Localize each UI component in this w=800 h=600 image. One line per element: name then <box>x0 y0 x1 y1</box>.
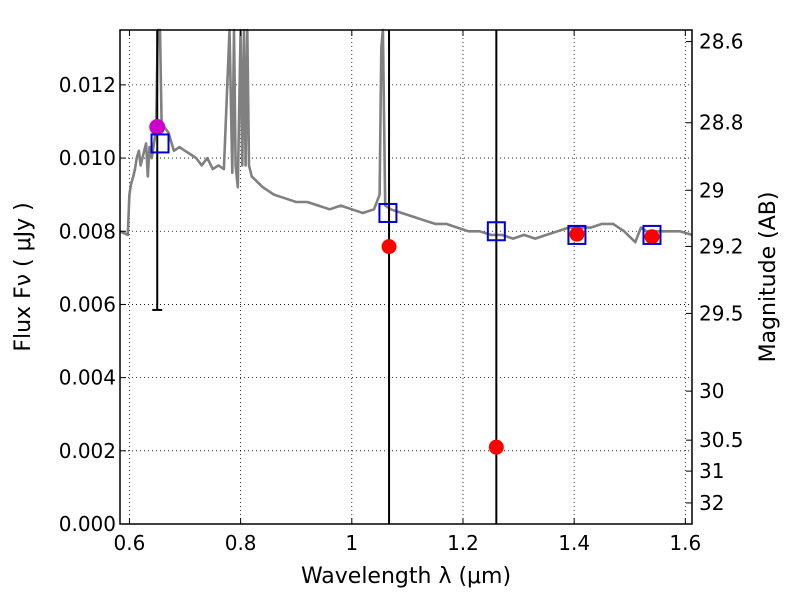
marker-layer <box>149 118 662 455</box>
mag-tick-label: 28.8 <box>699 111 744 135</box>
x-axis-title: Wavelength λ (μm) <box>301 564 511 589</box>
mag-tick-label: 29.2 <box>699 234 744 258</box>
x-tick-label: 1 <box>345 531 358 555</box>
y-tick-label: 0.012 <box>59 73 116 97</box>
observed-point <box>381 239 397 255</box>
y-tick-label: 0.000 <box>59 512 116 536</box>
observed-point <box>488 439 504 455</box>
mag-tick-label: 29.5 <box>699 301 744 325</box>
model-square <box>642 224 662 245</box>
observed-point <box>569 226 585 242</box>
ticks: 0.6 0.8 1 1.2 1.4 1.6 0.000 0.002 0.004 0.006 0.00… <box>59 30 744 555</box>
model-square <box>486 221 506 242</box>
model-square <box>567 224 587 245</box>
highlight-point <box>149 118 166 135</box>
mag-tick-label: 31 <box>699 459 724 483</box>
plot-frame <box>119 29 693 525</box>
model-square <box>150 133 170 154</box>
x-tick-label: 0.8 <box>225 531 257 555</box>
mag-tick-label: 29 <box>699 178 724 202</box>
x-tick-label: 1.2 <box>447 531 479 555</box>
y-tick-label: 0.006 <box>59 292 116 316</box>
mag-tick-label: 30.5 <box>699 428 744 452</box>
y-axis-title: Flux Fν ( μJy ) <box>11 202 36 351</box>
mag-tick-label: 32 <box>699 491 724 515</box>
x-tick-label: 1.6 <box>669 531 701 555</box>
y2-axis-title: Magnitude (AB) <box>756 192 781 363</box>
mag-tick-label: 30 <box>699 379 724 403</box>
y-tick-label: 0.008 <box>59 219 116 243</box>
model-square <box>378 202 398 223</box>
x-tick-label: 0.6 <box>114 531 146 555</box>
y-tick-label: 0.004 <box>59 366 116 390</box>
mag-tick-label: 28.6 <box>699 30 744 54</box>
observed-point <box>644 229 660 245</box>
y-tick-label: 0.010 <box>59 146 116 170</box>
x-tick-label: 1.4 <box>558 531 590 555</box>
y-tick-label: 0.002 <box>59 439 116 463</box>
